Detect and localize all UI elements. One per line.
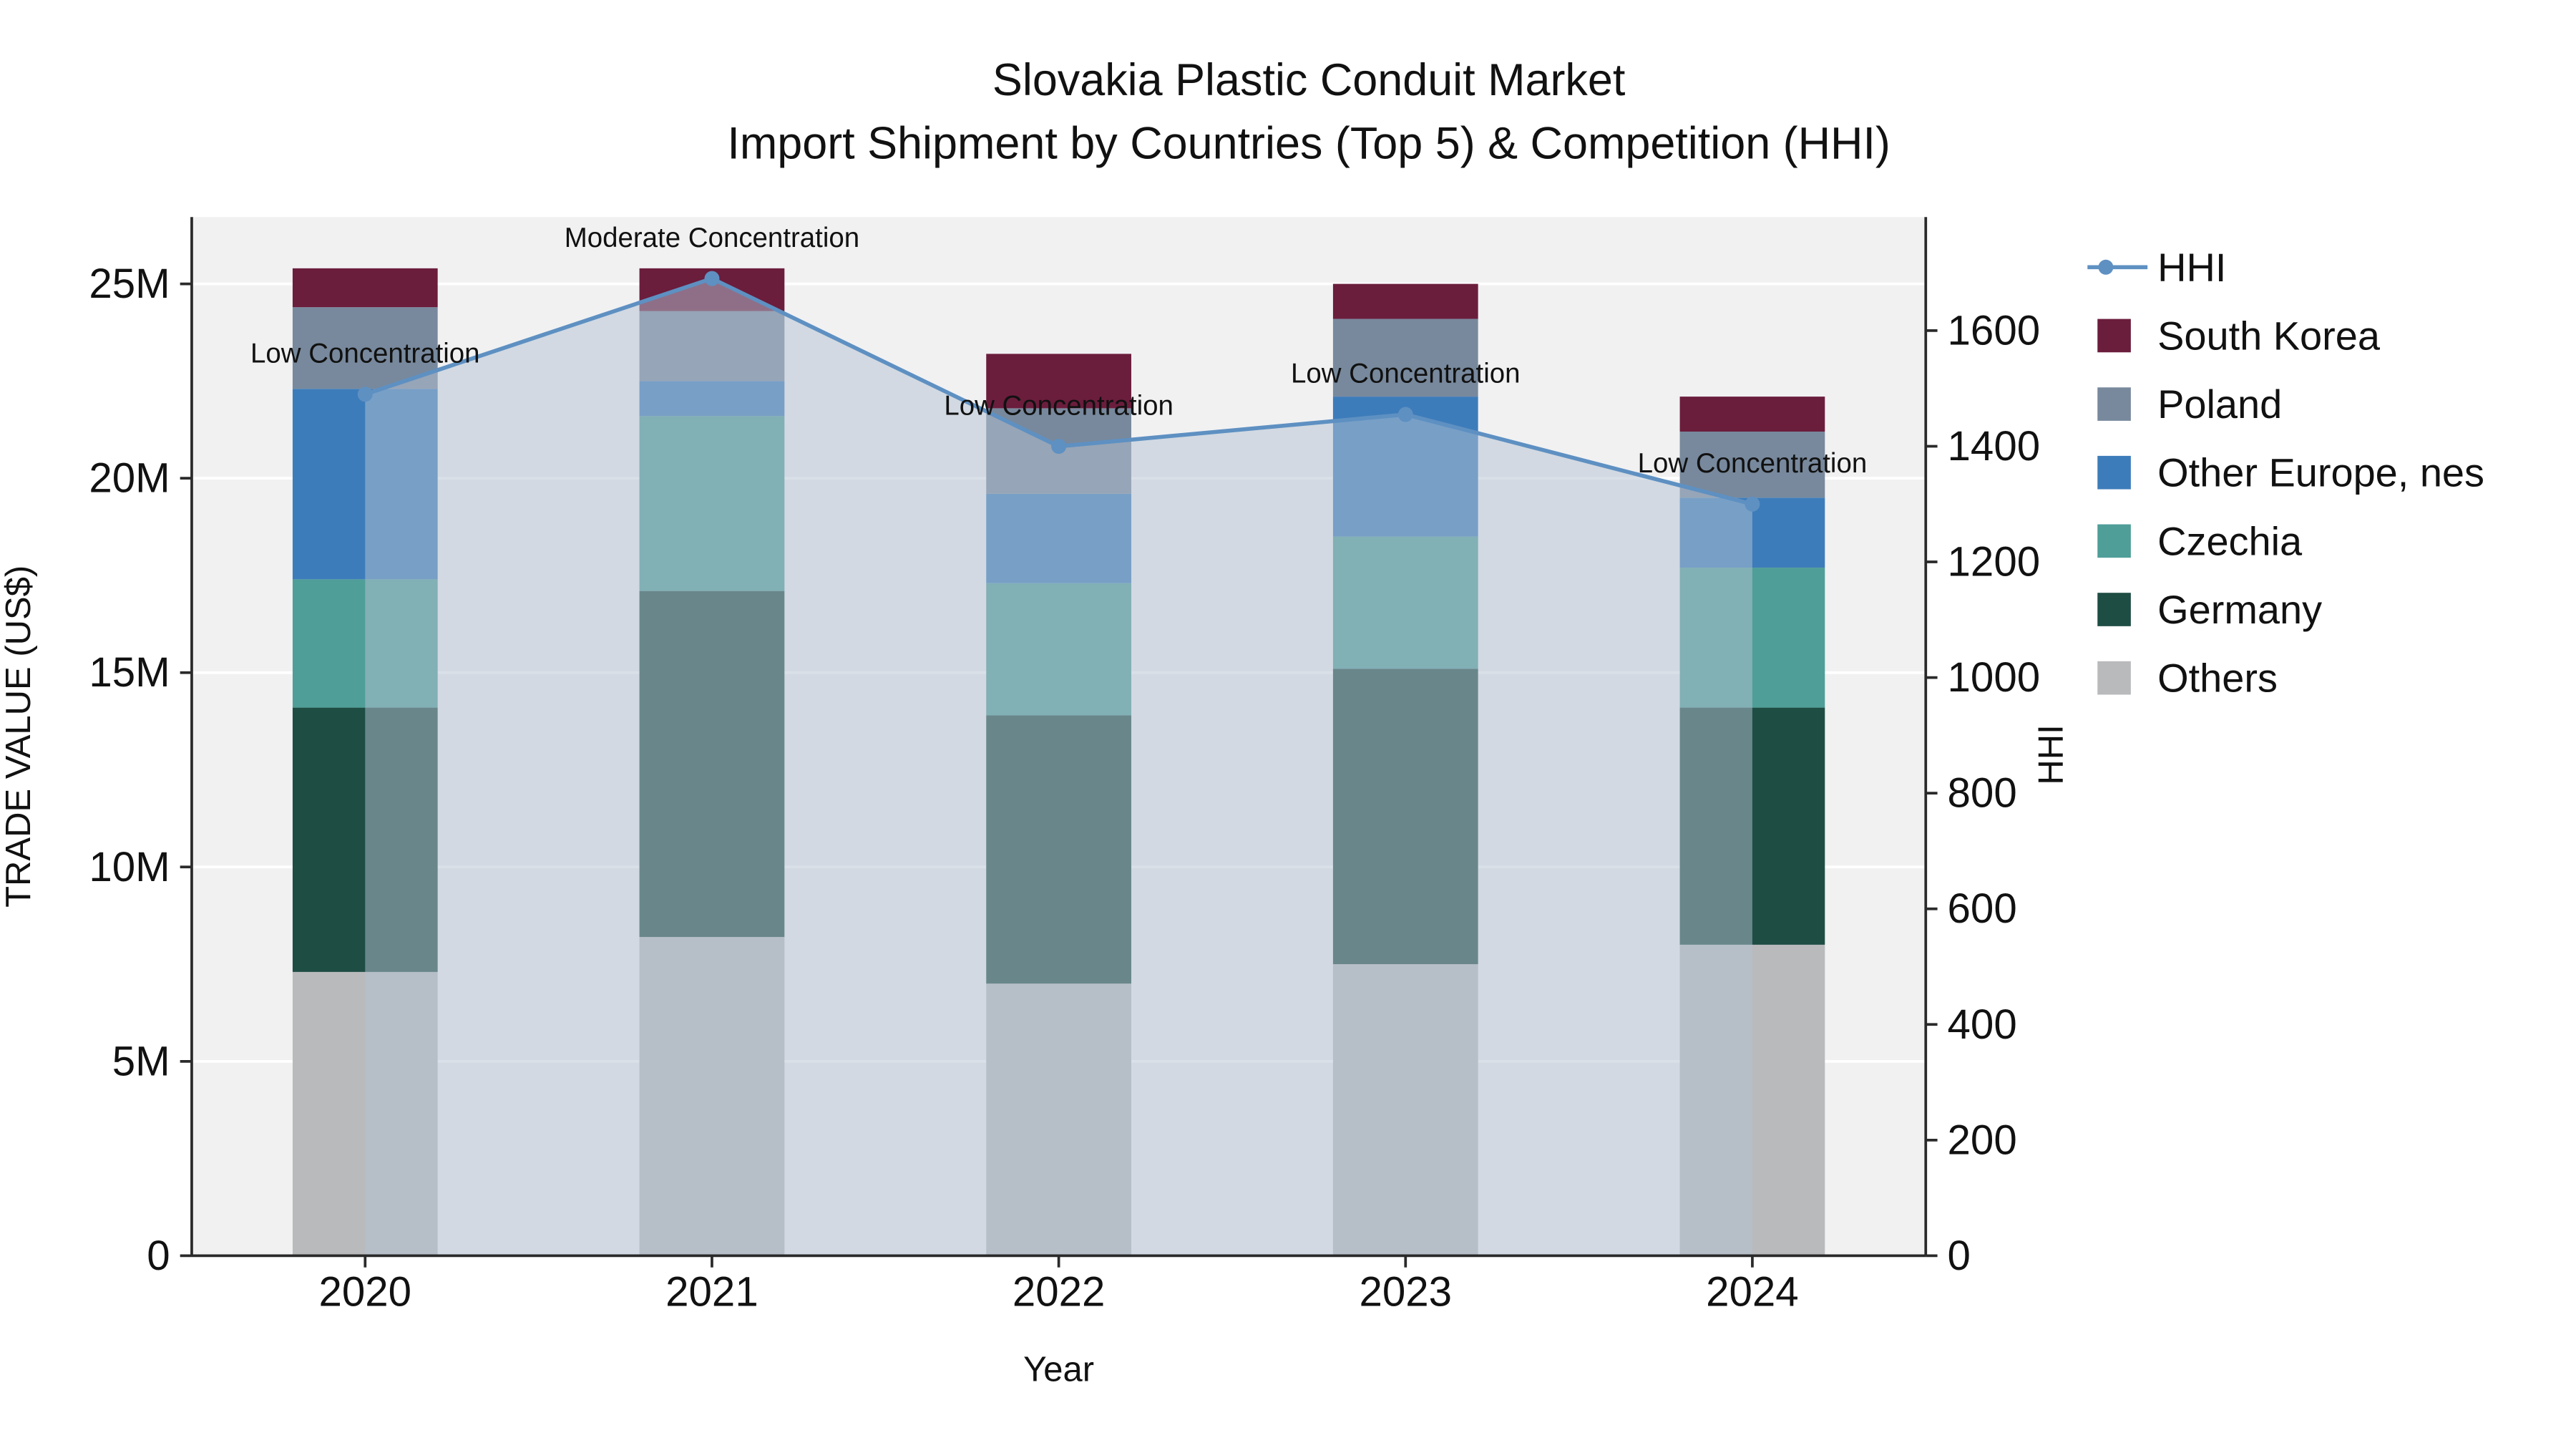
hhi-marker-2023 <box>1397 407 1413 422</box>
hhi-marker-2024 <box>1745 496 1760 512</box>
y-right-tick-label: 1200 <box>1948 539 2041 585</box>
y-right-tick-label: 1600 <box>1948 307 2041 354</box>
bar-segment-south-korea-2020 <box>292 268 438 308</box>
y-left-tick-label: 10M <box>89 844 170 890</box>
annotation-2021: Moderate Concentration <box>565 223 859 253</box>
y-right-tick-label: 1400 <box>1948 423 2041 470</box>
y-left-tick-label: 15M <box>89 649 170 696</box>
legend-color-swatch <box>2097 524 2131 558</box>
legend-item-poland[interactable]: Poland <box>2097 382 2282 427</box>
y-right-tick-label: 800 <box>1948 770 2017 817</box>
y-left-tick-label: 20M <box>89 455 170 502</box>
bar-segment-south-korea-2022 <box>986 354 1131 409</box>
legend-label: South Korea <box>2157 313 2381 358</box>
y-right-tick-label: 400 <box>1948 1001 2017 1048</box>
legend-color-swatch <box>2097 387 2131 421</box>
x-tick-label-2023: 2023 <box>1359 1268 1452 1315</box>
y-left-tick-label: 25M <box>89 261 170 307</box>
hhi-area-fill <box>365 278 1752 1256</box>
legend-label: Germany <box>2157 587 2322 632</box>
legend-item-other-europe-nes[interactable]: Other Europe, nes <box>2097 450 2484 495</box>
bar-segment-south-korea-2024 <box>1679 397 1825 432</box>
x-tick-label-2022: 2022 <box>1013 1268 1106 1315</box>
legend-label: Poland <box>2157 382 2282 427</box>
y-left-axis-title: TRADE VALUE (US$) <box>0 565 38 908</box>
y-left-tick-label: 0 <box>147 1233 170 1279</box>
annotation-2024: Low Concentration <box>1638 448 1868 479</box>
hhi-marker-2021 <box>704 271 720 286</box>
annotation-2022: Low Concentration <box>944 390 1174 421</box>
y-right-tick-label: 0 <box>1948 1233 1971 1279</box>
legend-label: Czechia <box>2157 518 2303 563</box>
legend-item-others[interactable]: Others <box>2097 656 2278 701</box>
hhi-marker-2020 <box>357 387 373 402</box>
x-tick-label-2024: 2024 <box>1706 1268 1799 1315</box>
y-right-tick-label: 200 <box>1948 1117 2017 1163</box>
axes <box>180 217 1938 1268</box>
x-tick-label-2020: 2020 <box>319 1268 412 1315</box>
bar-segment-poland-2024 <box>1679 431 1825 498</box>
hhi-marker-2022 <box>1051 439 1067 455</box>
bar-segment-poland-2020 <box>292 307 438 389</box>
bar-segment-poland-2023 <box>1332 319 1478 397</box>
x-axis-title: Year <box>1023 1350 1094 1389</box>
legend-label: HHI <box>2157 245 2226 290</box>
legend-line-marker <box>2098 259 2114 275</box>
legend-color-swatch <box>2097 319 2131 353</box>
y-right-axis-title: HHI <box>2031 724 2070 784</box>
y-left-tick-label: 5M <box>112 1038 170 1084</box>
annotation-2020: Low Concentration <box>250 338 480 369</box>
legend-item-germany[interactable]: Germany <box>2097 587 2322 632</box>
legend-label: Others <box>2157 656 2278 701</box>
legend-color-swatch <box>2097 661 2131 695</box>
x-tick-label-2021: 2021 <box>665 1268 758 1315</box>
legend-item-czechia[interactable]: Czechia <box>2097 518 2303 563</box>
y-right-tick-label: 1000 <box>1948 654 2041 701</box>
bar-segment-south-korea-2023 <box>1332 283 1478 319</box>
chart-title-line1: Slovakia Plastic Conduit Market <box>992 55 1626 105</box>
chart-title-line2: Import Shipment by Countries (Top 5) & C… <box>727 119 1890 169</box>
legend-item-south-korea[interactable]: South Korea <box>2097 313 2381 358</box>
legend-item-hhi[interactable]: HHI <box>2087 245 2226 290</box>
legend: HHI South Korea Poland Other Europe, nes Cze… <box>2087 245 2484 701</box>
legend-color-swatch <box>2097 455 2131 490</box>
legend-label: Other Europe, nes <box>2157 450 2484 495</box>
y-right-tick-label: 600 <box>1948 885 2017 932</box>
legend-color-swatch <box>2097 593 2131 626</box>
annotation-2023: Low Concentration <box>1291 359 1521 389</box>
